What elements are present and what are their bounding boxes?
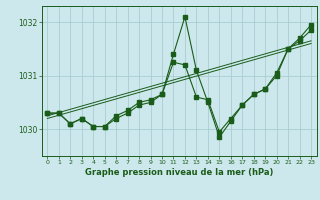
X-axis label: Graphe pression niveau de la mer (hPa): Graphe pression niveau de la mer (hPa) [85, 168, 273, 177]
